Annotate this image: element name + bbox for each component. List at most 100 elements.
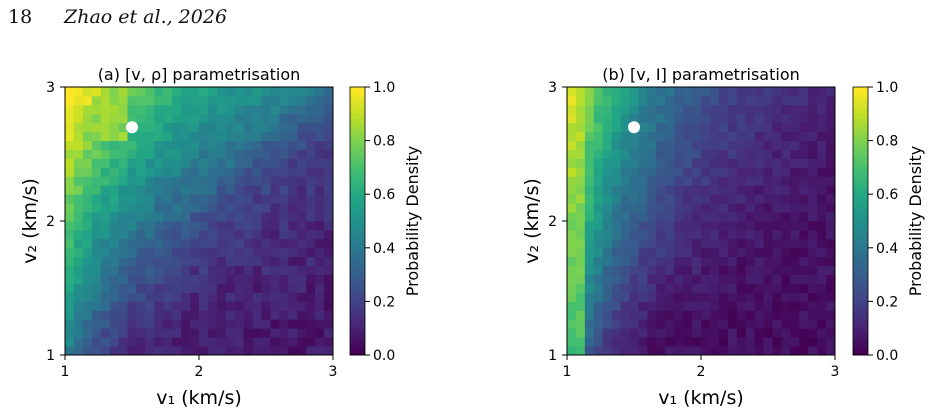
heatmap-cell [279, 149, 289, 159]
colorbar-segment [350, 301, 365, 307]
heatmap-cell [181, 149, 191, 159]
heatmap-cell [745, 203, 755, 213]
heatmap-cell [109, 238, 119, 249]
heatmap-cell [270, 131, 280, 141]
heatmap-cell [727, 238, 738, 249]
colorbar-segment [350, 212, 365, 218]
heatmap-cell [718, 283, 729, 293]
heatmap-cell [297, 310, 307, 320]
heatmap-cell [763, 149, 773, 159]
heatmap-cell [127, 310, 137, 320]
heatmap-cell [181, 203, 191, 213]
heatmap-cell [100, 203, 111, 213]
colorbar-segment [350, 247, 365, 253]
heatmap-cell [136, 113, 146, 124]
heatmap-cell [127, 113, 137, 124]
heatmap-cell [199, 301, 209, 311]
panel-b-colorbar-label: Probability Density [906, 146, 925, 297]
heatmap-cell [207, 149, 218, 159]
colorbar-segment [350, 238, 365, 244]
heatmap-cell [674, 265, 684, 275]
heatmap-cell [665, 203, 675, 213]
heatmap-cell [790, 247, 800, 258]
heatmap-cell [665, 346, 675, 356]
heatmap-cell [261, 158, 271, 168]
heatmap-cell [808, 203, 818, 213]
heatmap-cell [145, 319, 155, 329]
heatmap-cell [745, 238, 755, 249]
heatmap-cell [315, 292, 325, 302]
heatmap-cell [207, 113, 218, 124]
heatmap-cell [234, 203, 245, 213]
heatmap-cell [593, 310, 604, 320]
heatmap-cell [575, 194, 586, 204]
heatmap-cell [154, 221, 164, 231]
heatmap-cell [727, 301, 738, 311]
heatmap-cell [163, 221, 173, 231]
heatmap-cell [65, 292, 75, 302]
heatmap-cell [718, 176, 729, 186]
heatmap-cell [692, 149, 702, 159]
heatmap-cell [656, 158, 666, 168]
heatmap-cell [808, 176, 818, 186]
heatmap-cell [190, 346, 200, 356]
heatmap-cell [288, 221, 298, 231]
heatmap-cell [261, 310, 271, 320]
heatmap-cell [297, 319, 307, 329]
heatmap-cell [745, 256, 755, 267]
heatmap-cell [91, 265, 102, 275]
heatmap-cell [745, 185, 755, 195]
heatmap-cell [234, 149, 245, 159]
heatmap-cell [216, 221, 227, 231]
heatmap-cell [790, 87, 800, 97]
heatmap-cell [817, 319, 827, 329]
heatmap-cell [190, 283, 200, 293]
heatmap-cell [252, 292, 262, 302]
heatmap-cell [145, 131, 155, 141]
colorbar-segment [350, 154, 365, 159]
heatmap-cell [709, 310, 720, 320]
heatmap-cell [665, 301, 675, 311]
colorbar-segment [350, 185, 365, 191]
heatmap-cell [736, 122, 747, 133]
heatmap-cell [207, 158, 218, 168]
heatmap-cell [638, 113, 648, 124]
heatmap-cell [745, 283, 755, 293]
heatmap-cell [163, 319, 173, 329]
heatmap-cell [243, 229, 253, 240]
heatmap-cell [172, 95, 182, 106]
heatmap-cell [647, 176, 657, 186]
heatmap-cell [172, 265, 182, 275]
heatmap-cell [82, 149, 93, 159]
colorbar-tick-label: 0.4 [876, 241, 898, 257]
heatmap-cell [190, 328, 200, 338]
heatmap-cell [567, 319, 577, 329]
heatmap-cell [100, 212, 111, 222]
heatmap-cell [145, 212, 155, 222]
heatmap-cell [163, 167, 173, 177]
heatmap-cell [172, 328, 182, 338]
heatmap-cell [324, 185, 334, 195]
heatmap-cell [65, 158, 75, 168]
heatmap-cell [620, 194, 630, 204]
heatmap-cell [73, 158, 84, 168]
heatmap-cell [790, 167, 800, 177]
heatmap-cell [234, 283, 245, 293]
heatmap-cell [100, 122, 111, 133]
heatmap-cell [100, 229, 111, 240]
heatmap-cell [216, 247, 227, 258]
heatmap-cell [82, 229, 93, 240]
heatmap-cell [593, 140, 604, 150]
heatmap-cell [136, 194, 146, 204]
colorbar-segment [350, 252, 365, 258]
colorbar-segment [350, 113, 365, 119]
heatmap-cell [575, 203, 586, 213]
heatmap-cell [763, 229, 773, 240]
heatmap-cell [727, 212, 738, 222]
heatmap-cell [567, 265, 577, 275]
heatmap-cell [252, 113, 262, 124]
heatmap-cell [727, 292, 738, 302]
colorbar-segment [853, 140, 868, 146]
heatmap-cell [324, 337, 334, 347]
heatmap-cell [727, 167, 738, 177]
